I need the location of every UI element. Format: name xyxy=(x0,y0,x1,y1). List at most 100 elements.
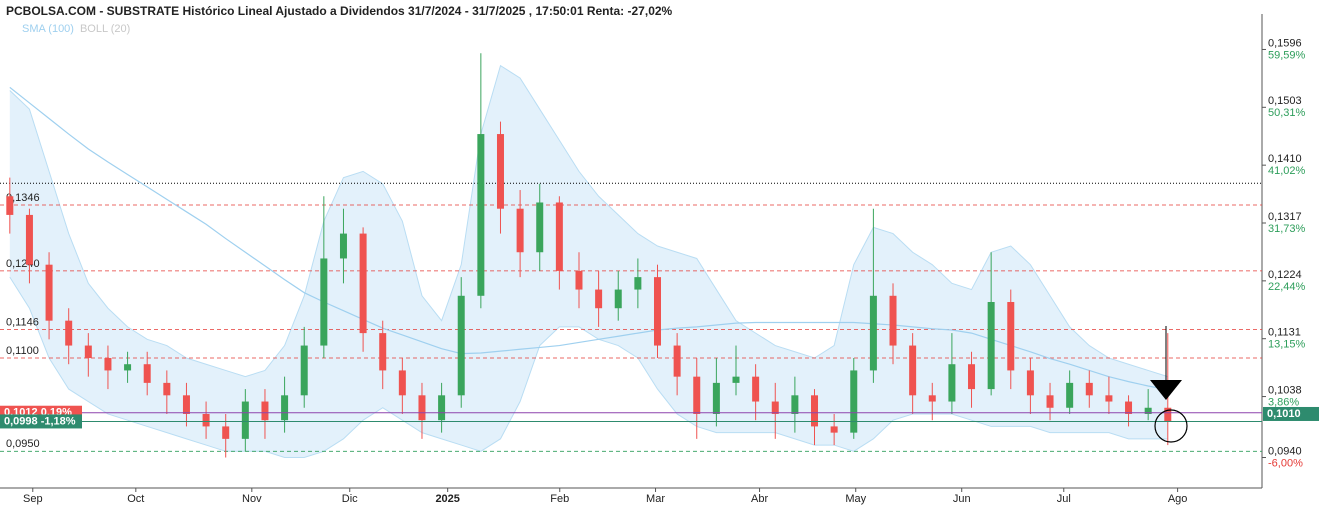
y-tick-label: 0,1596 xyxy=(1268,37,1302,49)
y-tick-label: 0,1224 xyxy=(1268,269,1302,281)
candle-body xyxy=(653,277,661,346)
legend-entry: SMA (100) xyxy=(22,23,74,35)
candle-body xyxy=(791,395,799,414)
bollinger-fill xyxy=(9,65,1168,458)
candle-body xyxy=(1046,395,1054,408)
candle-body xyxy=(555,202,563,271)
candle-body xyxy=(438,395,446,421)
y-tick-label: 0,1503 xyxy=(1268,95,1302,107)
y-tick-change: 3,86% xyxy=(1268,396,1299,408)
candle-body xyxy=(712,382,720,414)
candle-body xyxy=(1066,382,1074,408)
candle-body xyxy=(418,395,426,421)
candle-body xyxy=(45,264,53,321)
candle-body xyxy=(732,376,740,383)
candle-body xyxy=(202,413,210,427)
candle-body xyxy=(1105,395,1113,402)
candle-body xyxy=(379,333,387,371)
candle-body xyxy=(634,277,642,290)
candle-body xyxy=(1007,302,1015,371)
y-tick-label: 0,1410 xyxy=(1268,153,1302,165)
y-tick-change: 31,73% xyxy=(1268,223,1306,235)
candle-body xyxy=(987,302,995,390)
y-tick-label: 0,1317 xyxy=(1268,211,1302,223)
candle-body xyxy=(595,289,603,309)
candle-body xyxy=(928,395,936,402)
candle-body xyxy=(25,214,33,265)
y-tick-label: 0,0940 xyxy=(1268,445,1302,457)
candle-body xyxy=(300,345,308,396)
candle-body xyxy=(889,295,897,346)
candle-body xyxy=(496,134,504,209)
candle-body xyxy=(771,401,779,414)
candle-body xyxy=(614,289,622,309)
candle-body xyxy=(693,376,701,414)
candle-body xyxy=(143,364,151,383)
candle-body xyxy=(1026,370,1034,396)
candle-body xyxy=(869,295,877,371)
candle-body xyxy=(1164,407,1172,422)
candle-body xyxy=(6,196,14,215)
price-tag-box xyxy=(0,414,82,429)
y-tick-label: 0,1038 xyxy=(1268,384,1302,396)
level-label: 0,1100 xyxy=(6,345,39,357)
candle-body xyxy=(673,345,681,377)
candle-body xyxy=(516,208,524,253)
y-tick-change: 22,44% xyxy=(1268,281,1306,293)
candle-body xyxy=(850,370,858,433)
candle-body xyxy=(182,395,190,414)
candle-body xyxy=(536,202,544,253)
candle-body xyxy=(1085,382,1093,396)
candle-body xyxy=(909,345,917,396)
candle-body xyxy=(261,401,269,421)
candle-body xyxy=(477,134,485,296)
y-tick-change: 13,15% xyxy=(1268,339,1306,351)
last-price-box xyxy=(1263,406,1319,421)
x-tick-label: Abr xyxy=(751,493,768,505)
candle-body xyxy=(575,270,583,290)
x-tick-label: Ago xyxy=(1168,493,1188,505)
candle-body xyxy=(398,370,406,396)
candle-body xyxy=(1144,407,1152,414)
y-tick-change: 59,59% xyxy=(1268,49,1306,61)
x-tick-label: 2025 xyxy=(435,493,459,505)
candle-body xyxy=(163,382,171,396)
x-tick-label: Dic xyxy=(342,493,358,505)
candle-body xyxy=(457,295,465,396)
candle-body xyxy=(281,395,289,421)
candle-body xyxy=(222,426,230,439)
candle-body xyxy=(752,376,760,402)
candle-body xyxy=(948,364,956,402)
plot-area: 0,1346 0,1240 0,1146 0,1100 0,0950 xyxy=(0,53,1262,459)
y-tick-change: -6,00% xyxy=(1268,457,1303,469)
candle-body xyxy=(241,401,249,439)
x-tick-label: Jun xyxy=(953,493,971,505)
sma-line xyxy=(9,86,1168,391)
signal-circle xyxy=(1154,409,1188,443)
level-label: 0,1346 xyxy=(6,192,40,204)
price-tag-label: 0,0998 -1,18% xyxy=(4,415,76,427)
y-tick-change: 41,02% xyxy=(1268,165,1306,177)
candle-body xyxy=(811,395,819,427)
signal-arrow xyxy=(1150,380,1182,400)
level-label: 0,1146 xyxy=(6,316,39,328)
candle-body xyxy=(830,426,838,433)
chart-title: PCBOLSA.COM - SUBSTRATE Histórico Lineal… xyxy=(6,4,673,18)
x-tick-label: Nov xyxy=(242,493,262,505)
level-label: 0,0950 xyxy=(6,438,40,450)
candle-body xyxy=(65,320,73,346)
candle-body xyxy=(968,364,976,390)
candle-body xyxy=(104,357,112,371)
candle-body xyxy=(359,233,367,334)
x-tick-label: Feb xyxy=(550,493,569,505)
candle-body xyxy=(1125,401,1133,414)
x-tick-label: Mar xyxy=(646,493,665,505)
candle-body xyxy=(320,258,328,346)
x-tick-label: Oct xyxy=(127,493,144,505)
x-tick-label: Sep xyxy=(23,493,43,505)
level-label: 0,1240 xyxy=(6,258,40,270)
legend-entry: BOLL (20) xyxy=(80,23,130,35)
candle-body xyxy=(84,345,92,358)
last-price-label: 0,1010 xyxy=(1267,408,1301,420)
